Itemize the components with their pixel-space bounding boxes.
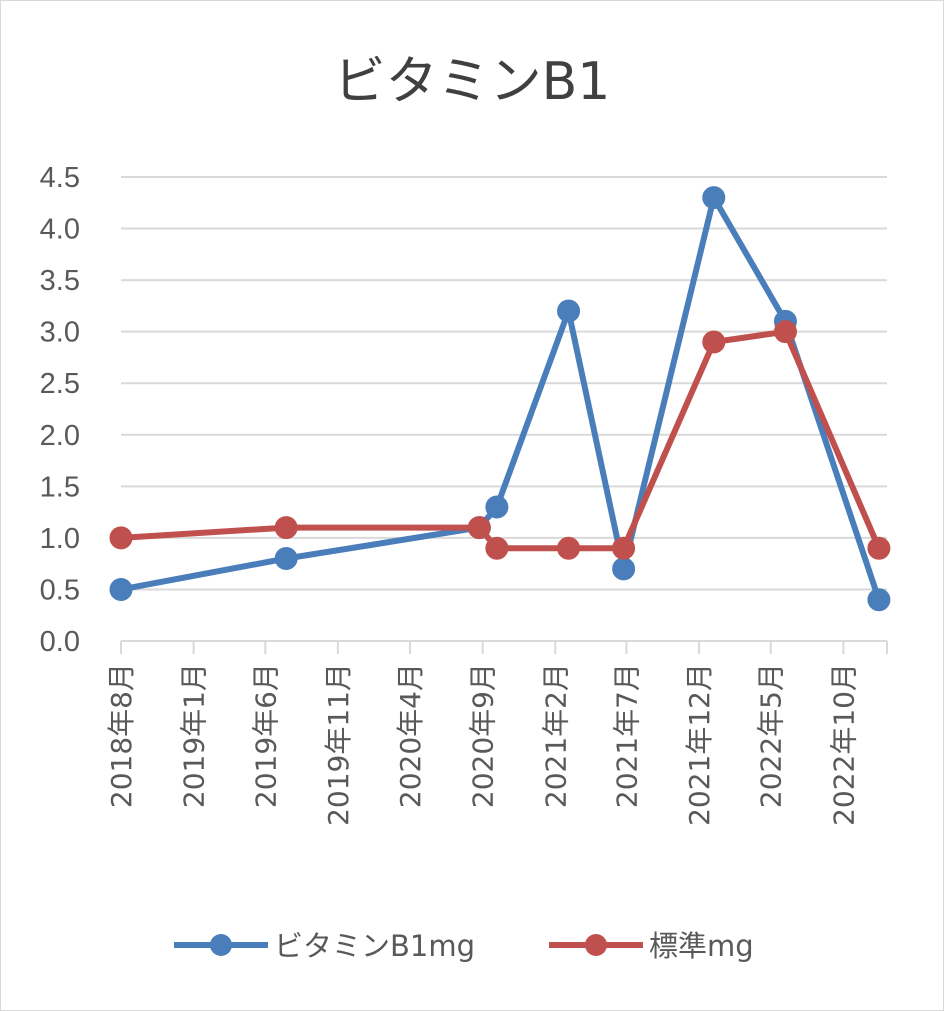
x-tick-label: 2019年1月 [178,663,211,808]
x-tick-label: 2021年12月 [683,663,716,826]
x-tick-label: 2019年11月 [322,663,355,826]
y-tick-label: 1.5 [40,471,80,503]
y-tick-label: 0.5 [40,574,80,606]
x-tick-label: 2021年2月 [539,663,572,808]
data-point [702,186,726,210]
x-tick-label: 2019年6月 [249,663,282,808]
x-tick-label: 2022年10月 [827,663,860,826]
data-point [109,577,133,601]
y-tick-label: 3.0 [40,317,80,349]
y-tick-labels: 0.0 0.5 1.0 1.5 2.0 2.5 3.0 3.5 4.0 4.5 [40,162,80,658]
data-point [702,330,726,354]
data-point [867,536,891,560]
y-tick-label: 4.5 [40,162,80,194]
x-tick-label: 2020年9月 [467,663,500,808]
data-point [612,536,636,560]
data-point [557,299,581,323]
data-point [612,557,636,581]
y-tick-label: 3.5 [40,265,80,297]
x-tick-label: 2021年7月 [610,663,643,808]
y-tick-label: 4.0 [40,214,80,246]
legend-marker [210,934,232,956]
data-point [485,495,509,519]
series-layer [109,186,891,612]
x-tick-label: 2020年4月 [394,663,427,808]
legend-label: 標準mg [649,929,754,963]
x-tick-label: 2018年8月 [105,663,138,808]
data-point [557,536,581,560]
data-point [274,547,298,571]
legend-label: ビタミンB1mg [274,929,475,963]
data-point [485,536,509,560]
y-tick-label: 2.5 [40,368,80,400]
data-point [274,516,298,540]
chart-title: ビタミンB1 [334,52,611,112]
legend: ビタミンB1mg 標準mg [174,929,754,963]
data-point [467,516,491,540]
y-tick-label: 2.0 [40,420,80,452]
data-point [773,320,797,344]
x-axis: 2018年8月 2019年1月 2019年6月 2019年11月 2020年4月 2020… [105,640,888,826]
y-tick-label: 1.0 [40,523,80,555]
data-point [867,588,891,612]
data-point [109,526,133,550]
gridlines [121,176,887,591]
x-tick-label: 2022年5月 [755,663,788,808]
y-tick-label: 0.0 [40,626,80,658]
legend-marker [585,934,607,956]
